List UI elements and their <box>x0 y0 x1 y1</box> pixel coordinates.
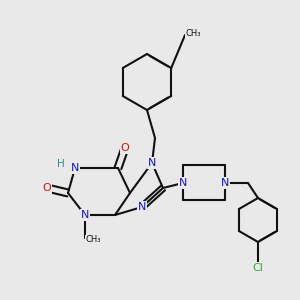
Text: N: N <box>138 202 146 212</box>
Text: N: N <box>221 178 229 188</box>
Text: N: N <box>81 210 89 220</box>
Text: CH₃: CH₃ <box>185 28 201 38</box>
Text: N: N <box>179 178 187 188</box>
Text: N: N <box>71 163 79 173</box>
Text: Cl: Cl <box>253 263 263 273</box>
Text: O: O <box>43 183 51 193</box>
Text: N: N <box>148 158 156 168</box>
Text: H: H <box>57 159 65 169</box>
Text: O: O <box>121 143 129 153</box>
Text: CH₃: CH₃ <box>85 236 101 244</box>
